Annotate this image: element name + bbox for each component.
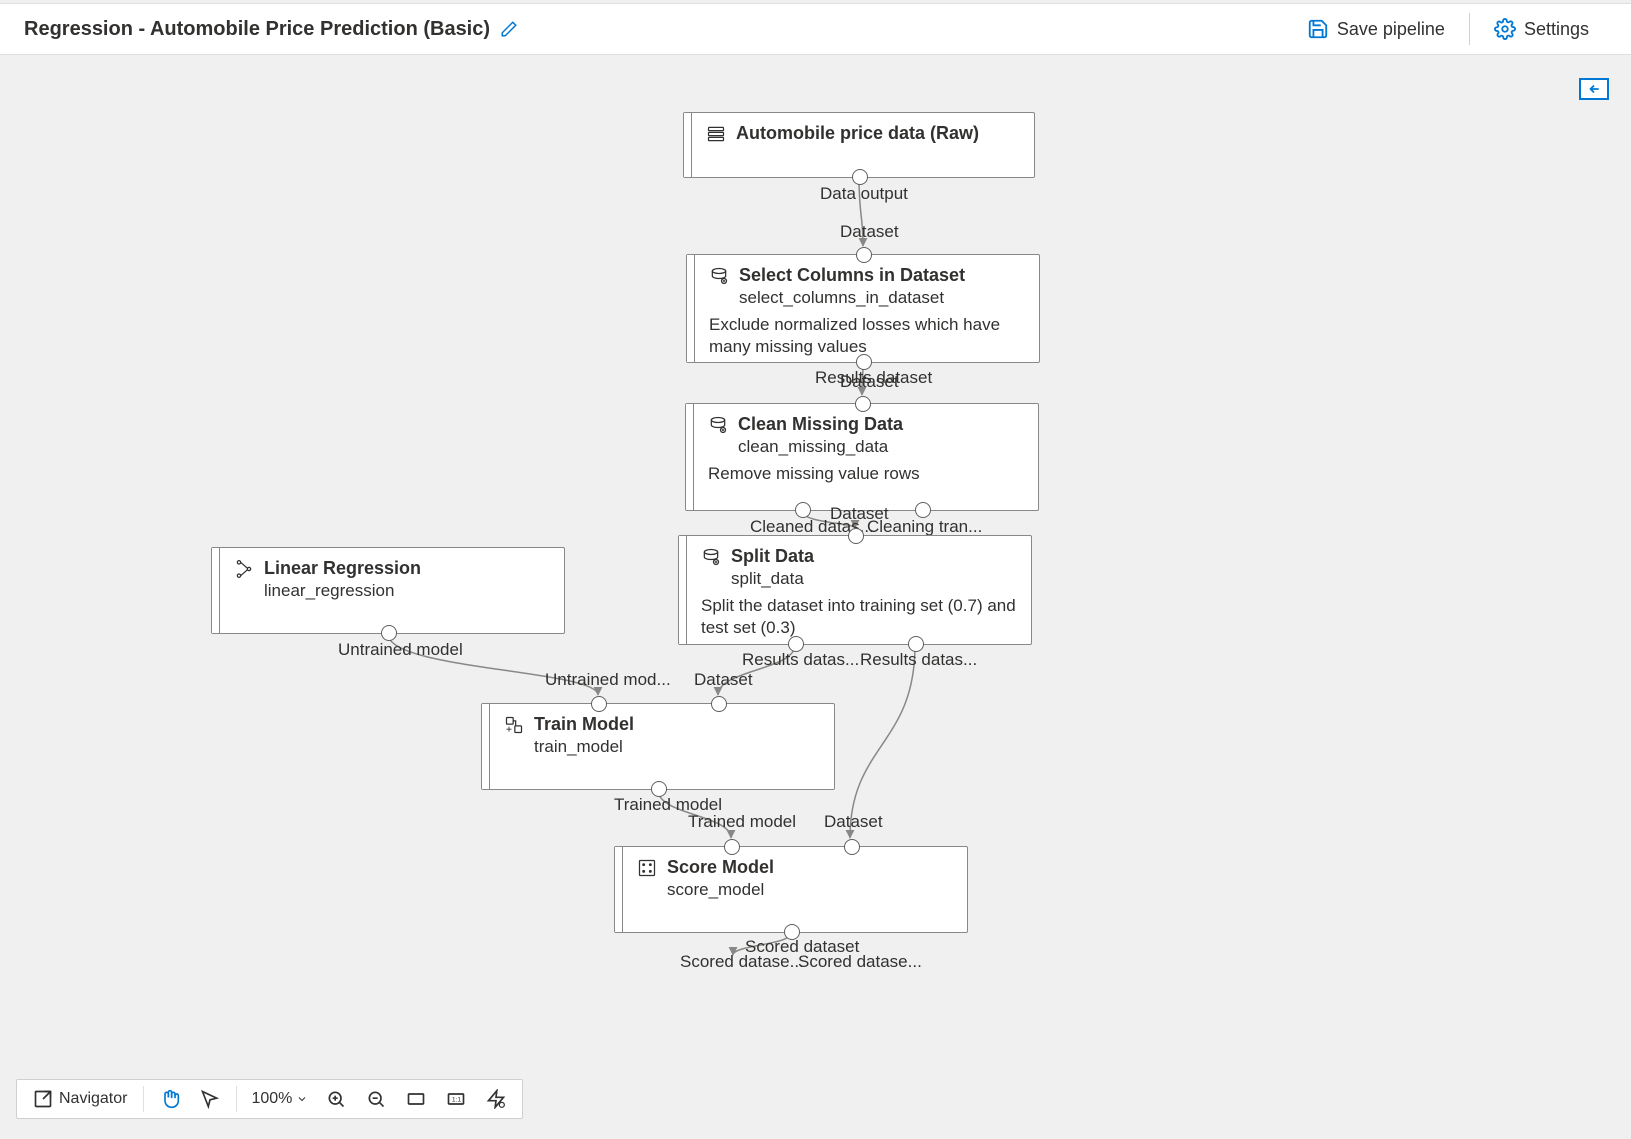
node-sub: score_model: [667, 880, 953, 900]
node-title: Split Data: [731, 546, 814, 567]
separator: [143, 1086, 144, 1112]
node-desc: Exclude normalized losses which have man…: [709, 314, 1025, 358]
port-label: Results datas...: [742, 650, 859, 670]
node-sub: clean_missing_data: [738, 437, 1024, 457]
zoom-dropdown[interactable]: 100%: [245, 1090, 314, 1108]
input-port-1[interactable]: [591, 696, 607, 712]
port-label: Dataset: [840, 222, 899, 242]
input-port[interactable]: [856, 247, 872, 263]
fit-icon: [406, 1089, 426, 1109]
input-port-2[interactable]: [844, 839, 860, 855]
gear-icon: [1494, 18, 1516, 40]
port-label: Dataset: [824, 812, 883, 832]
settings-button[interactable]: Settings: [1476, 12, 1607, 46]
actual-size-button[interactable]: 1:1: [438, 1085, 474, 1113]
node-score-model[interactable]: Score Model score_model: [614, 846, 968, 933]
chevron-down-icon: [296, 1093, 308, 1105]
dataset-icon: [706, 124, 726, 144]
topbar: Regression - Automobile Price Prediction…: [0, 3, 1631, 55]
input-port-1[interactable]: [724, 839, 740, 855]
bottom-toolbar: Navigator 100% 1:1: [16, 1079, 523, 1119]
pan-button[interactable]: [152, 1085, 188, 1113]
node-sidebar: [615, 847, 623, 932]
node-title: Linear Regression: [264, 558, 421, 579]
output-port[interactable]: [852, 169, 868, 185]
node-title: Select Columns in Dataset: [739, 265, 965, 286]
save-pipeline-button[interactable]: Save pipeline: [1289, 12, 1463, 46]
lightning-icon: [486, 1089, 506, 1109]
port-label: Untrained mod...: [545, 670, 671, 690]
save-icon: [1307, 18, 1329, 40]
node-desc: Split the dataset into training set (0.7…: [701, 595, 1017, 639]
zoom-label: 100%: [251, 1090, 292, 1108]
node-sidebar: [212, 548, 220, 633]
port-label: Scored datase...: [798, 952, 922, 972]
page-title: Regression - Automobile Price Prediction…: [24, 18, 490, 41]
input-port[interactable]: [848, 528, 864, 544]
svg-text:1:1: 1:1: [452, 1097, 462, 1104]
node-sub: select_columns_in_dataset: [739, 288, 1025, 308]
port-label: Dataset: [694, 670, 753, 690]
node-title: Automobile price data (Raw): [736, 123, 979, 144]
hand-icon: [160, 1089, 180, 1109]
node-automobile-data[interactable]: Automobile price data (Raw): [683, 112, 1035, 178]
port-label: Results datas...: [860, 650, 977, 670]
output-port-1[interactable]: [795, 502, 811, 518]
node-sidebar: [687, 255, 695, 362]
settings-label: Settings: [1524, 19, 1589, 40]
node-sub: split_data: [731, 569, 1017, 589]
node-train-model[interactable]: Train Model train_model: [481, 703, 835, 790]
port-label: Dataset: [840, 372, 899, 392]
train-icon: [504, 715, 524, 735]
node-title: Train Model: [534, 714, 634, 735]
port-label: Trained model: [688, 812, 796, 832]
pipeline-canvas[interactable]: Automobile price data (Raw) Data output …: [0, 55, 1631, 1139]
node-sidebar: [482, 704, 490, 789]
node-title: Score Model: [667, 857, 774, 878]
node-split-data[interactable]: Split Data split_data Split the dataset …: [678, 535, 1032, 645]
zoom-in-icon: [326, 1089, 346, 1109]
node-sidebar: [679, 536, 687, 644]
navigator-icon: [33, 1089, 53, 1109]
output-port[interactable]: [381, 625, 397, 641]
input-port-2[interactable]: [711, 696, 727, 712]
separator: [236, 1086, 237, 1112]
port-label: Dataset: [830, 504, 889, 524]
algorithm-icon: [234, 559, 254, 579]
edit-icon[interactable]: [500, 20, 518, 38]
transform-icon: [709, 266, 729, 286]
node-sub: linear_regression: [264, 581, 550, 601]
top-actions: Save pipeline Settings: [1289, 12, 1607, 46]
node-select-columns[interactable]: Select Columns in Dataset select_columns…: [686, 254, 1040, 363]
port-label: Scored datase...: [680, 952, 804, 972]
port-label: Data output: [820, 184, 908, 204]
one-to-one-icon: 1:1: [446, 1089, 466, 1109]
score-icon: [637, 858, 657, 878]
node-sidebar: [686, 404, 694, 510]
transform-icon: [701, 547, 721, 567]
navigator-button[interactable]: Navigator: [25, 1085, 135, 1113]
page-title-container: Regression - Automobile Price Prediction…: [24, 18, 518, 41]
node-title: Clean Missing Data: [738, 414, 903, 435]
node-sub: train_model: [534, 737, 820, 757]
node-sidebar: [684, 113, 692, 177]
zoom-out-icon: [366, 1089, 386, 1109]
zoom-out-button[interactable]: [358, 1085, 394, 1113]
node-linear-regression[interactable]: Linear Regression linear_regression: [211, 547, 565, 634]
autolayout-button[interactable]: [478, 1085, 514, 1113]
transform-icon: [708, 415, 728, 435]
node-desc: Remove missing value rows: [708, 463, 1024, 485]
select-button[interactable]: [192, 1085, 228, 1113]
output-port-2[interactable]: [915, 502, 931, 518]
node-clean-missing[interactable]: Clean Missing Data clean_missing_data Re…: [685, 403, 1039, 511]
fit-screen-button[interactable]: [398, 1085, 434, 1113]
port-label: Untrained model: [338, 640, 463, 660]
navigator-label: Navigator: [59, 1090, 127, 1108]
cursor-icon: [200, 1089, 220, 1109]
separator: [1469, 13, 1470, 45]
input-port[interactable]: [855, 396, 871, 412]
save-label: Save pipeline: [1337, 19, 1445, 40]
zoom-in-button[interactable]: [318, 1085, 354, 1113]
